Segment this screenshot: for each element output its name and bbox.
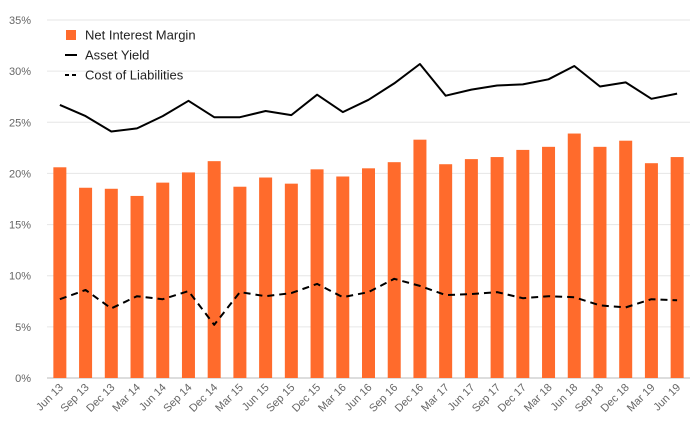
bar xyxy=(79,187,93,378)
legend-swatch-bar xyxy=(66,30,76,40)
bar xyxy=(593,146,607,378)
y-tick-label: 10% xyxy=(9,271,31,283)
bar xyxy=(439,164,453,378)
y-tick-label: 0% xyxy=(15,373,31,385)
x-tick-label: Dec 13 xyxy=(84,382,117,415)
bars-net-interest-margin xyxy=(53,133,684,378)
bar xyxy=(670,157,684,378)
y-axis-ticks: 0% 5% 10% 15% 20% 25% 30% 35% xyxy=(9,15,31,385)
line-asset-yield xyxy=(59,63,678,133)
bar xyxy=(104,188,118,378)
x-tick-label: Jun 19 xyxy=(651,382,683,414)
bar xyxy=(413,139,427,378)
y-tick-label: 35% xyxy=(9,15,31,27)
bar xyxy=(516,149,530,378)
y-tick-label: 5% xyxy=(15,322,31,334)
bar xyxy=(644,163,658,378)
legend-label: Net Interest Margin xyxy=(85,28,196,43)
bar xyxy=(619,140,633,378)
x-tick-label: Mar 18 xyxy=(522,382,555,415)
bar xyxy=(362,168,375,378)
bar xyxy=(490,157,504,378)
legend-label: Asset Yield xyxy=(85,48,149,63)
legend: Net Interest Margin Asset Yield Cost of Li… xyxy=(65,28,196,83)
y-tick-label: 25% xyxy=(9,117,31,129)
y-tick-label: 15% xyxy=(9,220,31,232)
bar xyxy=(464,159,478,378)
bar xyxy=(181,172,195,378)
legend-label: Cost of Liabilities xyxy=(85,68,184,83)
bar xyxy=(156,182,170,378)
x-tick-label: Dec 16 xyxy=(393,382,426,415)
bar xyxy=(207,161,221,378)
x-tick-label: Dec 17 xyxy=(496,382,529,415)
x-tick-label: Mar 15 xyxy=(213,382,246,415)
bar xyxy=(233,186,247,378)
y-tick-label: 20% xyxy=(9,168,31,180)
x-tick-label: Mar 17 xyxy=(419,382,452,415)
bar xyxy=(130,195,144,378)
line-cost-of-liabilities xyxy=(59,277,678,326)
bar xyxy=(284,183,298,378)
bar xyxy=(387,162,401,378)
x-tick-label: Dec 18 xyxy=(599,382,632,415)
x-tick-label: Dec 15 xyxy=(290,382,323,415)
x-tick-label: Mar 16 xyxy=(316,382,349,415)
x-tick-label: Mar 19 xyxy=(625,382,658,415)
x-tick-label: Mar 14 xyxy=(110,382,143,415)
bar xyxy=(259,177,273,378)
bar xyxy=(53,167,67,378)
x-tick-label: Dec 14 xyxy=(187,382,220,415)
bar xyxy=(542,146,556,378)
bar xyxy=(336,176,350,378)
y-tick-label: 30% xyxy=(9,66,31,78)
series-lines xyxy=(59,63,678,326)
bar xyxy=(567,133,581,378)
bar xyxy=(310,169,324,378)
